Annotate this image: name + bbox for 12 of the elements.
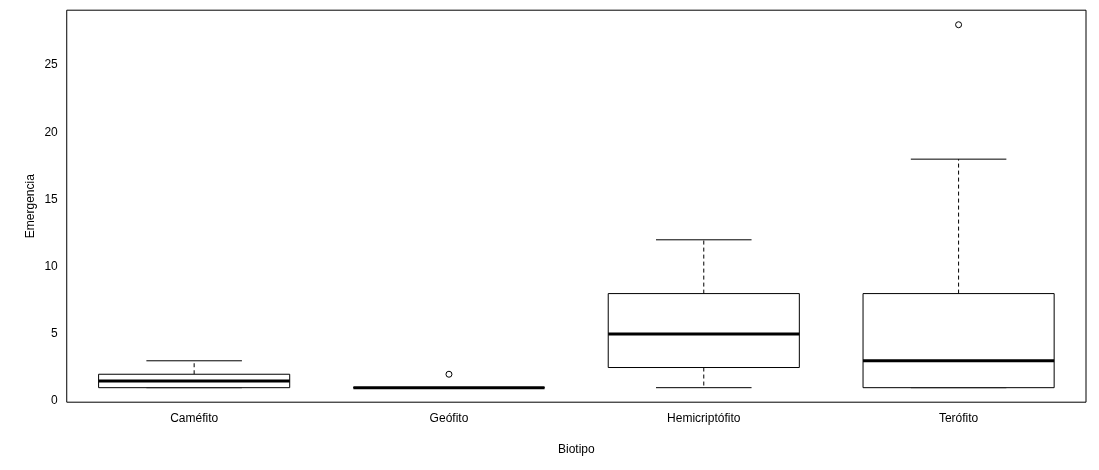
x-tick-label: Caméfito bbox=[170, 410, 219, 425]
y-tick-label: 10 bbox=[44, 259, 59, 274]
y-tick-label: 5 bbox=[51, 326, 59, 341]
y-axis-title: Emergencia bbox=[22, 173, 37, 239]
y-tick-label: 0 bbox=[51, 393, 59, 408]
y-tick-label: 15 bbox=[44, 191, 59, 206]
x-tick-label: Hemicriptófito bbox=[667, 410, 741, 425]
y-tick-label: 20 bbox=[44, 124, 59, 139]
x-axis-title: Biotipo bbox=[558, 442, 596, 457]
x-tick-label: Terófito bbox=[938, 410, 979, 425]
x-tick-label: Geófito bbox=[429, 410, 469, 425]
y-tick-label: 25 bbox=[44, 57, 59, 72]
